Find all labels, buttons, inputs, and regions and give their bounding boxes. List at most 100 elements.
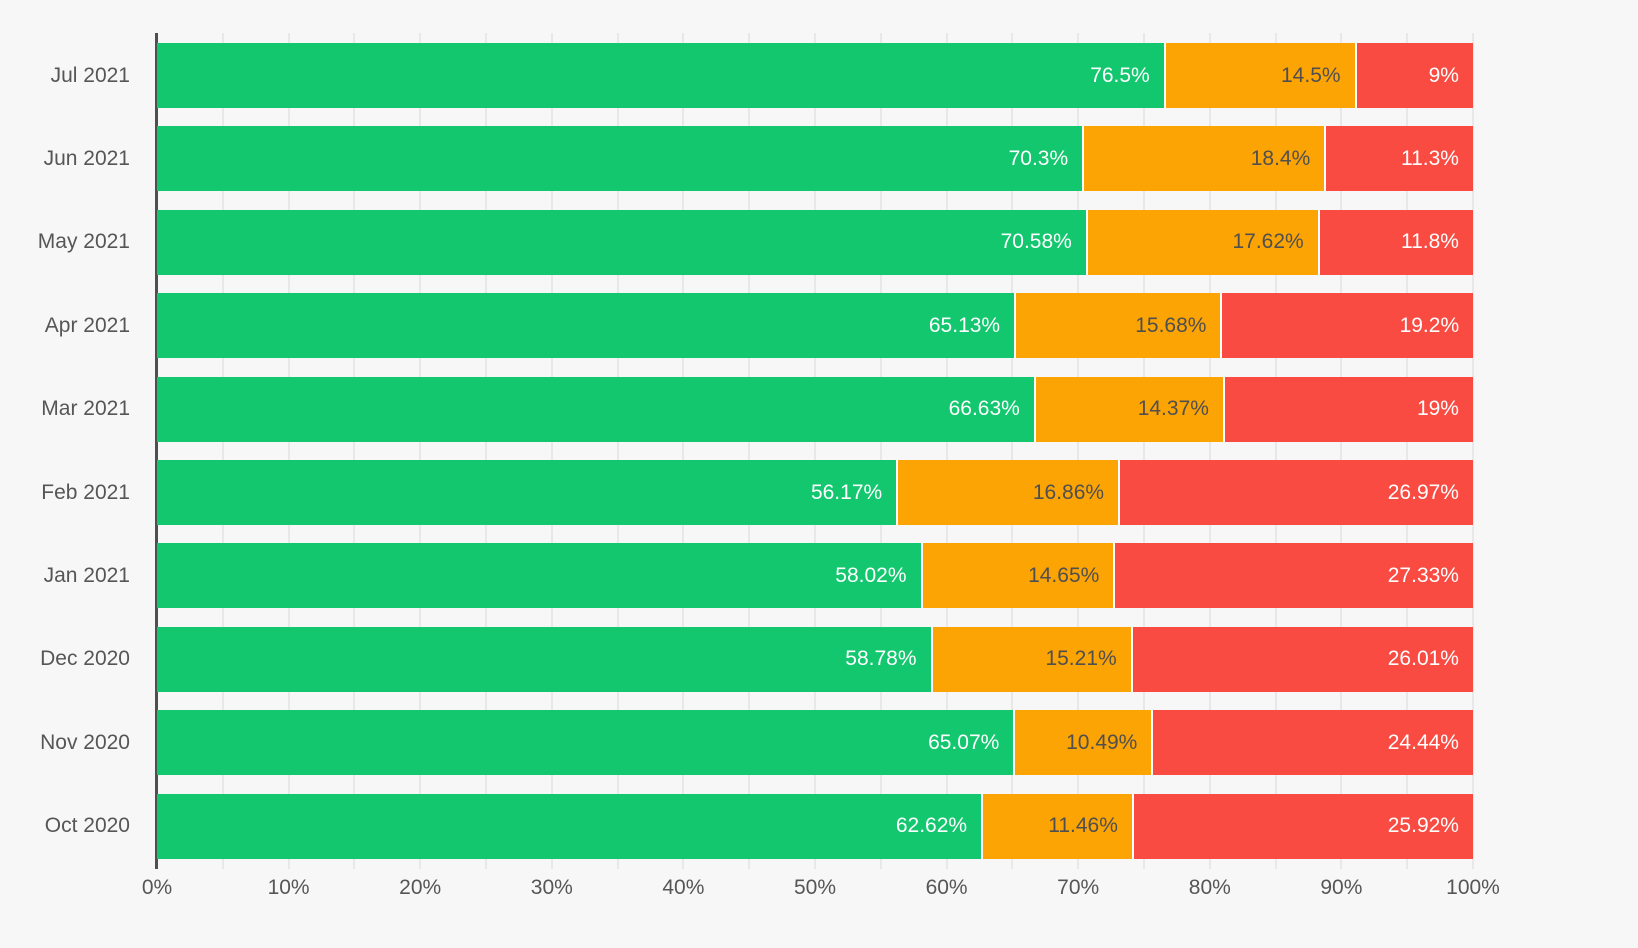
segment-green[interactable]: 70.58% bbox=[157, 209, 1086, 275]
segment-red[interactable]: 19% bbox=[1222, 376, 1473, 442]
segment-value-label: 66.63% bbox=[948, 397, 1020, 421]
stacked-bar: 70.58% 17.62% 11.8% bbox=[157, 209, 1473, 275]
segment-value-label: 25.92% bbox=[1387, 814, 1459, 838]
gridline bbox=[353, 33, 356, 869]
bar-row: Apr 2021 65.13% 15.68% 19.2% bbox=[0, 293, 1638, 359]
bar-row: Jul 2021 76.5% 14.5% 9% bbox=[0, 43, 1638, 108]
x-tick-label: 20% bbox=[399, 876, 442, 899]
segment-value-label: 11.46% bbox=[1048, 814, 1118, 838]
segment-orange[interactable]: 10.49% bbox=[1013, 710, 1152, 776]
gridline bbox=[1143, 33, 1145, 869]
category-label: May 2021 bbox=[37, 230, 130, 254]
bar-row: May 2021 70.58% 17.62% 11.8% bbox=[0, 209, 1638, 275]
segment-value-label: 17.62% bbox=[1232, 230, 1304, 254]
segment-green[interactable]: 65.13% bbox=[157, 293, 1015, 359]
category-label: Feb 2021 bbox=[41, 480, 130, 504]
segment-green[interactable]: 70.3% bbox=[157, 126, 1083, 192]
x-tick-label: 30% bbox=[530, 876, 573, 899]
gridline bbox=[945, 33, 948, 869]
segment-value-label: 65.07% bbox=[928, 730, 1000, 754]
segment-value-label: 11.8% bbox=[1400, 230, 1459, 254]
segment-value-label: 58.02% bbox=[835, 563, 907, 587]
segment-orange[interactable]: 15.68% bbox=[1014, 293, 1221, 359]
segment-value-label: 9% bbox=[1428, 63, 1459, 87]
segment-green[interactable]: 58.02% bbox=[157, 543, 921, 609]
segment-red[interactable]: 9% bbox=[1354, 43, 1473, 108]
segment-value-label: 62.62% bbox=[895, 814, 968, 838]
stacked-bar: 62.62% 11.46% 25.92% bbox=[157, 793, 1473, 859]
stacked-bar: 58.78% 15.21% 26.01% bbox=[157, 626, 1473, 692]
x-tick-label: 80% bbox=[1188, 876, 1231, 899]
x-tick-label: 50% bbox=[793, 876, 837, 899]
segment-value-label: 26.97% bbox=[1387, 480, 1459, 504]
gridline bbox=[1274, 33, 1277, 869]
segment-value-label: 18.4% bbox=[1250, 146, 1311, 170]
x-tick-label: 100% bbox=[1446, 876, 1500, 899]
segment-red[interactable]: 26.01% bbox=[1130, 626, 1473, 692]
segment-orange[interactable]: 11.46% bbox=[981, 793, 1132, 859]
gridline bbox=[419, 33, 422, 869]
segment-green[interactable]: 62.62% bbox=[157, 793, 982, 859]
segment-orange[interactable]: 16.86% bbox=[896, 460, 1119, 525]
segment-value-label: 19% bbox=[1416, 397, 1459, 421]
gridline bbox=[814, 33, 816, 869]
category-label: Nov 2020 bbox=[40, 730, 130, 754]
stacked-bar: 70.3% 18.4% 11.3% bbox=[157, 126, 1473, 192]
segment-value-label: 27.33% bbox=[1387, 563, 1459, 587]
segment-red[interactable]: 26.97% bbox=[1118, 460, 1473, 525]
gridline bbox=[748, 33, 751, 869]
segment-green[interactable]: 76.5% bbox=[157, 43, 1164, 108]
segment-red[interactable]: 25.92% bbox=[1131, 793, 1473, 859]
segment-value-label: 10.49% bbox=[1066, 730, 1138, 754]
segment-value-label: 14.37% bbox=[1137, 397, 1209, 421]
segment-value-label: 15.21% bbox=[1045, 647, 1117, 671]
bar-row: Dec 2020 58.78% 15.21% 26.01% bbox=[0, 626, 1638, 692]
segment-orange[interactable]: 14.65% bbox=[920, 543, 1114, 609]
segment-green[interactable]: 58.78% bbox=[157, 626, 931, 692]
x-tick-label: 10% bbox=[267, 876, 310, 899]
category-label: Jul 2021 bbox=[50, 63, 130, 87]
segment-value-label: 11.3% bbox=[1400, 146, 1459, 170]
gridline bbox=[1011, 33, 1014, 869]
stacked-bar: 66.63% 14.37% 19% bbox=[157, 376, 1473, 442]
gridline bbox=[1208, 33, 1211, 869]
segment-red[interactable]: 11.8% bbox=[1317, 209, 1473, 275]
y-axis-line bbox=[155, 33, 158, 869]
segment-red[interactable]: 11.3% bbox=[1324, 126, 1473, 192]
segment-orange[interactable]: 17.62% bbox=[1085, 209, 1318, 275]
segment-value-label: 26.01% bbox=[1387, 647, 1459, 671]
gridline bbox=[616, 33, 619, 869]
x-tick-label: 0% bbox=[141, 876, 173, 899]
gridline bbox=[1406, 33, 1409, 869]
segment-red[interactable]: 27.33% bbox=[1113, 543, 1473, 609]
segment-red[interactable]: 24.44% bbox=[1151, 710, 1473, 776]
stacked-bar: 56.17% 16.86% 26.97% bbox=[157, 460, 1473, 525]
segment-green[interactable]: 56.17% bbox=[157, 460, 897, 525]
segment-red[interactable]: 19.2% bbox=[1220, 293, 1474, 359]
bar-row: Jun 2021 70.3% 18.4% 11.3% bbox=[0, 126, 1638, 192]
x-tick-label: 70% bbox=[1057, 876, 1100, 899]
segment-orange[interactable]: 15.21% bbox=[930, 626, 1131, 692]
category-label: Oct 2020 bbox=[44, 814, 130, 838]
x-tick-label: 60% bbox=[925, 876, 968, 899]
gridline bbox=[550, 33, 553, 869]
stacked-bar: 65.13% 15.68% 19.2% bbox=[157, 293, 1474, 359]
bar-row: Nov 2020 65.07% 10.49% 24.44% bbox=[0, 710, 1638, 776]
segment-green[interactable]: 65.07% bbox=[157, 710, 1014, 776]
segment-value-label: 24.44% bbox=[1387, 730, 1459, 754]
segment-orange[interactable]: 18.4% bbox=[1082, 126, 1325, 192]
segment-value-label: 58.78% bbox=[845, 647, 917, 671]
segment-orange[interactable]: 14.5% bbox=[1163, 43, 1355, 108]
segment-green[interactable]: 66.63% bbox=[157, 376, 1034, 442]
category-label: Dec 2020 bbox=[40, 647, 130, 671]
gridline bbox=[287, 33, 290, 869]
segment-value-label: 70.3% bbox=[1008, 146, 1069, 170]
segment-value-label: 14.65% bbox=[1028, 563, 1100, 587]
segment-orange[interactable]: 14.37% bbox=[1033, 376, 1223, 442]
gridline bbox=[682, 33, 685, 869]
segment-value-label: 15.68% bbox=[1135, 313, 1207, 337]
segment-value-label: 70.58% bbox=[1000, 230, 1072, 254]
bar-row: Feb 2021 56.17% 16.86% 26.97% bbox=[0, 460, 1638, 525]
category-label: Jun 2021 bbox=[43, 146, 130, 170]
